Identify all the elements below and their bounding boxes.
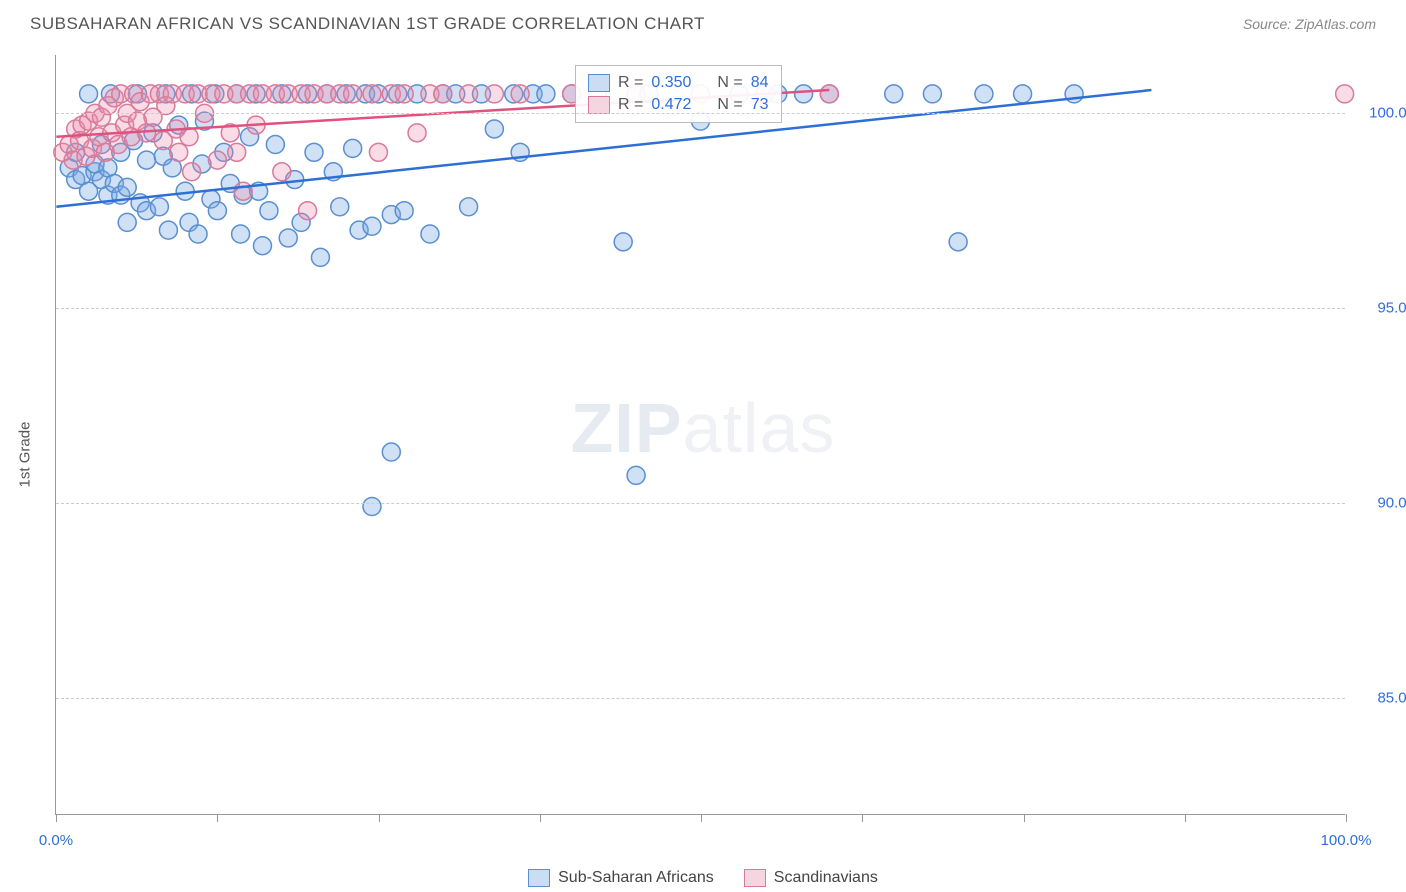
data-point-subsaharan <box>923 85 941 103</box>
n-label: N = <box>717 96 742 114</box>
data-point-subsaharan <box>614 233 632 251</box>
swatch-subsaharan <box>588 74 610 92</box>
data-point-subsaharan <box>363 217 381 235</box>
data-point-scandinavian <box>299 202 317 220</box>
x-tick <box>1185 814 1186 822</box>
y-tick-label: 100.0% <box>1355 105 1406 122</box>
data-point-scandinavian <box>369 143 387 161</box>
data-point-subsaharan <box>253 237 271 255</box>
data-point-subsaharan <box>305 143 323 161</box>
chart-title: SUBSAHARAN AFRICAN VS SCANDINAVIAN 1ST G… <box>30 14 705 34</box>
data-point-scandinavian <box>485 85 503 103</box>
n-label: N = <box>717 74 742 92</box>
data-point-subsaharan <box>80 85 98 103</box>
data-point-subsaharan <box>159 221 177 239</box>
source-label: Source: <box>1243 16 1295 32</box>
r-value: 0.472 <box>651 96 691 114</box>
data-point-scandinavian <box>395 85 413 103</box>
legend-item-scandinavian: Scandinavians <box>744 869 878 887</box>
gridline-horizontal <box>56 503 1345 504</box>
data-point-subsaharan <box>485 120 503 138</box>
data-point-subsaharan <box>150 198 168 216</box>
data-point-scandinavian <box>460 85 478 103</box>
data-point-scandinavian <box>273 163 291 181</box>
y-tick-label: 95.0% <box>1355 300 1406 317</box>
data-point-scandinavian <box>1336 85 1354 103</box>
data-point-subsaharan <box>118 178 136 196</box>
data-point-scandinavian <box>180 128 198 146</box>
data-point-scandinavian <box>234 182 252 200</box>
r-label: R = <box>618 96 643 114</box>
data-point-subsaharan <box>344 139 362 157</box>
x-tick-label: 0.0% <box>39 832 73 849</box>
x-tick <box>1346 814 1347 822</box>
data-point-subsaharan <box>363 498 381 516</box>
data-point-subsaharan <box>118 213 136 231</box>
gridline-horizontal <box>56 308 1345 309</box>
data-point-scandinavian <box>170 143 188 161</box>
data-point-subsaharan <box>189 225 207 243</box>
data-point-subsaharan <box>260 202 278 220</box>
x-tick <box>540 814 541 822</box>
y-tick-label: 85.0% <box>1355 690 1406 707</box>
data-point-subsaharan <box>208 202 226 220</box>
data-point-scandinavian <box>408 124 426 142</box>
data-point-subsaharan <box>795 85 813 103</box>
source-name: ZipAtlas.com <box>1295 16 1376 32</box>
data-point-subsaharan <box>975 85 993 103</box>
r-label: R = <box>618 74 643 92</box>
n-value: 84 <box>751 74 769 92</box>
data-point-scandinavian <box>434 85 452 103</box>
data-point-subsaharan <box>421 225 439 243</box>
data-point-subsaharan <box>279 229 297 247</box>
r-value: 0.350 <box>651 74 691 92</box>
data-point-subsaharan <box>395 202 413 220</box>
data-point-subsaharan <box>460 198 478 216</box>
y-axis-label: 1st Grade <box>17 422 34 488</box>
legend-label: Scandinavians <box>774 869 878 887</box>
data-point-scandinavian <box>820 85 838 103</box>
gridline-horizontal <box>56 698 1345 699</box>
data-point-scandinavian <box>511 85 529 103</box>
x-tick <box>701 814 702 822</box>
x-tick-label: 100.0% <box>1321 832 1372 849</box>
data-point-scandinavian <box>363 85 381 103</box>
x-tick <box>1024 814 1025 822</box>
data-point-subsaharan <box>1014 85 1032 103</box>
data-point-subsaharan <box>266 136 284 154</box>
chart-header: SUBSAHARAN AFRICAN VS SCANDINAVIAN 1ST G… <box>0 0 1406 48</box>
data-point-subsaharan <box>138 151 156 169</box>
legend-label: Sub-Saharan Africans <box>558 869 714 887</box>
plot-area: R =0.350N =84R =0.472N =73 85.0%90.0%95.… <box>55 55 1345 815</box>
data-point-subsaharan <box>1065 85 1083 103</box>
source-attribution: Source: ZipAtlas.com <box>1243 16 1376 32</box>
data-point-scandinavian <box>183 163 201 181</box>
stats-row-subsaharan: R = 0.350 N = 84 <box>588 72 769 94</box>
legend-item-subsaharan: Sub-Saharan Africans <box>528 869 714 887</box>
data-point-subsaharan <box>232 225 250 243</box>
scatter-plot-svg <box>56 55 1345 814</box>
data-point-subsaharan <box>627 466 645 484</box>
y-tick-label: 90.0% <box>1355 495 1406 512</box>
data-point-scandinavian <box>344 85 362 103</box>
gridline-horizontal <box>56 113 1345 114</box>
legend-swatch-subsaharan <box>528 869 550 887</box>
swatch-scandinavian <box>588 96 610 114</box>
legend: Sub-Saharan Africans Scandinavians <box>0 869 1406 887</box>
data-point-subsaharan <box>331 198 349 216</box>
x-tick <box>862 814 863 822</box>
data-point-subsaharan <box>949 233 967 251</box>
x-tick <box>56 814 57 822</box>
x-tick <box>217 814 218 822</box>
n-value: 73 <box>751 96 769 114</box>
data-point-subsaharan <box>311 248 329 266</box>
x-tick <box>379 814 380 822</box>
data-point-subsaharan <box>885 85 903 103</box>
data-point-subsaharan <box>382 443 400 461</box>
legend-swatch-scandinavian <box>744 869 766 887</box>
data-point-scandinavian <box>228 143 246 161</box>
data-point-subsaharan <box>537 85 555 103</box>
data-point-scandinavian <box>208 151 226 169</box>
